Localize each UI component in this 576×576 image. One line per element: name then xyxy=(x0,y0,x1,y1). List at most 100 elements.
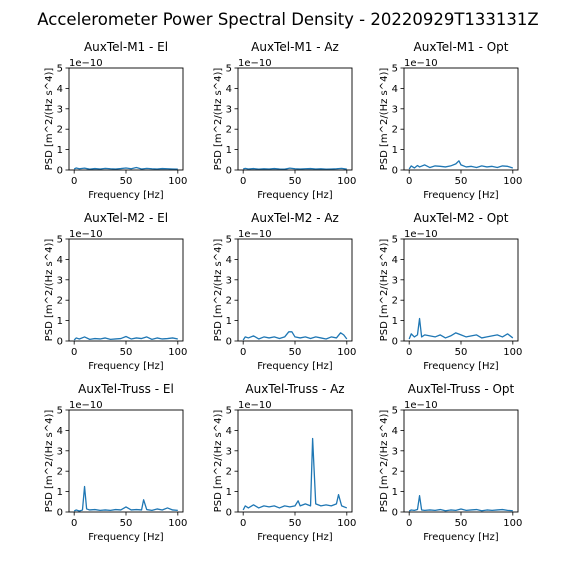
y-tick-label: 0 xyxy=(226,166,232,177)
x-tick-label: 50 xyxy=(120,347,133,358)
y-tick-label: 4 xyxy=(57,255,63,266)
axes-frame xyxy=(237,409,353,513)
y-axis-label: PSD [m^2/(Hz s^4)] xyxy=(44,410,55,513)
y-tick-label: 0 xyxy=(57,508,63,519)
x-tick-label: 0 xyxy=(406,347,412,358)
y-axis-label: PSD [m^2/(Hz s^4)] xyxy=(213,410,224,513)
y-tick-label: 1 xyxy=(226,145,232,156)
y-tick-label: 4 xyxy=(392,84,398,95)
y-offset-label: 1e−10 xyxy=(404,58,438,69)
x-tick-label: 50 xyxy=(289,347,302,358)
x-tick-label: 0 xyxy=(406,518,412,529)
y-offset-label: 1e−10 xyxy=(69,58,103,69)
subplot-7: AuxTel-Truss - El 0 50 100 0 1 2 3 4 5 1e−10 Freque… xyxy=(44,382,187,543)
axes-frame xyxy=(68,238,184,342)
y-tick-label: 3 xyxy=(226,104,232,115)
x-tick-label: 100 xyxy=(337,518,356,529)
y-tick-label: 3 xyxy=(57,446,63,457)
y-tick-label: 1 xyxy=(57,145,63,156)
y-tick-label: 5 xyxy=(57,406,63,417)
y-tick-label: 0 xyxy=(226,508,232,519)
subplot-title: AuxTel-M1 - Opt xyxy=(414,40,509,54)
subplot-title: AuxTel-Truss - Opt xyxy=(408,382,515,396)
x-tick-label: 0 xyxy=(240,176,246,187)
y-tick-label: 2 xyxy=(57,125,63,136)
y-tick-label: 2 xyxy=(226,125,232,136)
y-tick-label: 1 xyxy=(226,487,232,498)
y-tick-label: 5 xyxy=(57,235,63,246)
y-tick-label: 1 xyxy=(392,145,398,156)
y-offset-label: 1e−10 xyxy=(404,400,438,411)
psd-line xyxy=(408,495,513,512)
y-tick-label: 5 xyxy=(226,64,232,75)
y-tick-label: 3 xyxy=(57,104,63,115)
y-tick-label: 2 xyxy=(392,467,398,478)
x-axis-label: Frequency [Hz] xyxy=(257,190,333,201)
y-tick-label: 2 xyxy=(392,296,398,307)
y-axis-label: PSD [m^2/(Hz s^4)] xyxy=(213,239,224,342)
y-tick-label: 5 xyxy=(226,235,232,246)
y-axis-label: PSD [m^2/(Hz s^4)] xyxy=(379,68,390,171)
subplot-title: AuxTel-M2 - Opt xyxy=(414,211,509,225)
y-tick-label: 1 xyxy=(57,487,63,498)
y-axis-label: PSD [m^2/(Hz s^4)] xyxy=(213,68,224,171)
x-tick-label: 0 xyxy=(71,518,77,529)
y-axis-label: PSD [m^2/(Hz s^4)] xyxy=(379,239,390,342)
y-tick-label: 1 xyxy=(392,316,398,327)
x-tick-label: 100 xyxy=(168,347,187,358)
y-tick-label: 3 xyxy=(392,104,398,115)
y-tick-label: 4 xyxy=(392,255,398,266)
psd-line xyxy=(242,167,347,170)
x-tick-label: 0 xyxy=(71,347,77,358)
y-axis-label: PSD [m^2/(Hz s^4)] xyxy=(44,68,55,171)
x-tick-label: 100 xyxy=(168,176,187,187)
subplot-3: AuxTel-M1 - Opt 0 50 100 0 1 2 3 4 5 1e−10 Frequenc… xyxy=(379,40,522,201)
x-axis-label: Frequency [Hz] xyxy=(88,190,164,201)
y-tick-label: 4 xyxy=(57,426,63,437)
y-tick-label: 2 xyxy=(226,467,232,478)
y-tick-label: 2 xyxy=(57,296,63,307)
y-tick-label: 3 xyxy=(392,446,398,457)
x-tick-label: 50 xyxy=(289,518,302,529)
y-tick-label: 4 xyxy=(226,84,232,95)
subplot-title: AuxTel-M2 - Az xyxy=(251,211,339,225)
axes-frame xyxy=(403,409,519,513)
y-tick-label: 0 xyxy=(57,166,63,177)
x-tick-label: 0 xyxy=(71,176,77,187)
y-tick-label: 4 xyxy=(226,255,232,266)
subplot-title: AuxTel-Truss - El xyxy=(78,382,174,396)
x-tick-label: 100 xyxy=(503,176,522,187)
figure-title: Accelerometer Power Spectral Density - 2… xyxy=(37,10,538,29)
y-tick-label: 5 xyxy=(226,406,232,417)
psd-line xyxy=(73,485,178,512)
psd-line xyxy=(242,331,348,341)
subplot-8: AuxTel-Truss - Az 0 50 100 0 1 2 3 4 5 1e−10 Freque… xyxy=(213,382,356,543)
x-axis-label: Frequency [Hz] xyxy=(423,190,499,201)
y-tick-label: 1 xyxy=(57,316,63,327)
y-tick-label: 3 xyxy=(226,446,232,457)
y-offset-label: 1e−10 xyxy=(69,229,103,240)
x-tick-label: 100 xyxy=(503,518,522,529)
x-tick-label: 0 xyxy=(240,347,246,358)
x-axis-label: Frequency [Hz] xyxy=(423,361,499,372)
y-tick-label: 1 xyxy=(392,487,398,498)
y-tick-label: 4 xyxy=(226,426,232,437)
y-axis-label: PSD [m^2/(Hz s^4)] xyxy=(379,410,390,513)
axes-frame xyxy=(237,238,353,342)
x-tick-label: 0 xyxy=(406,176,412,187)
x-tick-label: 50 xyxy=(120,518,133,529)
x-axis-label: Frequency [Hz] xyxy=(88,361,164,372)
y-tick-label: 0 xyxy=(57,337,63,348)
y-offset-label: 1e−10 xyxy=(238,58,272,69)
x-axis-label: Frequency [Hz] xyxy=(88,532,164,543)
subplot-title: AuxTel-M1 - Az xyxy=(251,40,339,54)
psd-line xyxy=(73,335,178,341)
x-axis-label: Frequency [Hz] xyxy=(423,532,499,543)
y-offset-label: 1e−10 xyxy=(69,400,103,411)
subplot-1: AuxTel-M1 - El 0 50 100 0 1 2 3 4 5 1e−10 Frequency… xyxy=(44,40,187,201)
y-offset-label: 1e−10 xyxy=(238,229,272,240)
psd-line xyxy=(408,160,514,170)
x-tick-label: 50 xyxy=(455,347,468,358)
x-tick-label: 0 xyxy=(240,518,246,529)
